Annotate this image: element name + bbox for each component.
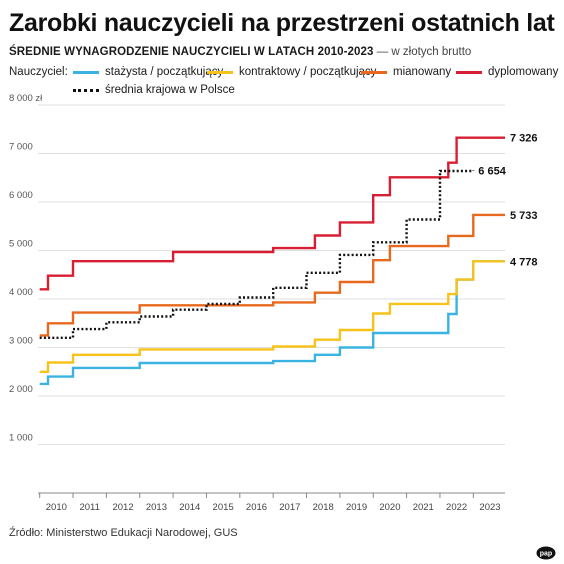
legend-item-mianowany: mianowany	[361, 66, 451, 78]
x-tick-label: 2010	[46, 502, 67, 513]
legend-swatch	[73, 70, 99, 74]
subtitle-unit: — w złotych brutto	[373, 46, 472, 58]
y-tick-label: 3 000	[9, 336, 33, 347]
subtitle-main: ŚREDNIE WYNAGRODZENIE NAUCZYCIELI W LATA…	[9, 46, 374, 58]
x-tick-label: 2018	[313, 502, 334, 513]
svg-text:pap: pap	[540, 551, 552, 558]
legend-swatch	[456, 70, 482, 74]
y-tick-label: 1 000	[9, 433, 33, 444]
y-tick-label: 8 000 zł	[9, 93, 43, 104]
legend-swatch	[73, 88, 99, 92]
legend-label: średnia krajowa w Polsce	[105, 84, 235, 96]
legend-label: mianowany	[393, 66, 452, 78]
y-tick-label: 4 000	[9, 287, 33, 298]
source-note: Źródło: Ministerstwo Edukacji Narodowej,…	[9, 527, 238, 539]
end-value-label: 7 326	[510, 133, 538, 145]
end-value-label: 5 733	[510, 210, 538, 222]
x-tick-label: 2013	[146, 502, 167, 513]
legend-swatch	[207, 70, 233, 74]
series-line	[39, 213, 505, 337]
legend-item-kontraktowy: kontraktowy / początkujący	[207, 66, 376, 78]
y-tick-label: 2 000	[9, 384, 33, 395]
chart-subtitle: ŚREDNIE WYNAGRODZENIE NAUCZYCIELI W LATA…	[9, 46, 471, 58]
x-tick-label: 2011	[79, 502, 99, 513]
series-line	[39, 136, 505, 291]
x-tick-label: 2014	[179, 502, 200, 513]
x-tick-label: 2017	[279, 502, 300, 513]
x-tick-label: 2016	[246, 502, 267, 513]
legend: Nauczyciel: stażysta / początkujący kont…	[9, 66, 558, 100]
end-value-label: 6 654	[478, 165, 506, 177]
legend-item-srednia-krajowa: średnia krajowa w Polsce	[73, 84, 235, 96]
x-tick-label: 2022	[446, 502, 467, 513]
legend-item-stazysta: stażysta / początkujący	[73, 66, 223, 78]
legend-label: stażysta / początkujący	[105, 66, 224, 78]
series-line	[39, 169, 475, 339]
x-tick-label: 2012	[112, 502, 133, 513]
x-tick-label: 2023	[479, 502, 500, 513]
series-line	[39, 260, 505, 386]
x-tick-label: 2019	[346, 502, 367, 513]
y-tick-label: 7 000	[9, 142, 33, 153]
x-tick-label: 2015	[213, 502, 234, 513]
legend-title: Nauczyciel:	[9, 66, 68, 78]
legend-label: kontraktowy / początkujący	[239, 66, 377, 78]
pap-logo: pap	[536, 546, 556, 560]
legend-swatch	[361, 70, 387, 74]
series-line	[39, 260, 505, 373]
y-tick-label: 5 000	[9, 239, 33, 250]
legend-item-dyplomowany: dyplomowany	[456, 66, 558, 78]
y-tick-label: 6 000	[9, 190, 33, 201]
x-tick-label: 2020	[379, 502, 400, 513]
legend-label: dyplomowany	[488, 66, 559, 78]
x-tick-label: 2021	[413, 502, 434, 513]
end-value-label: 4 778	[510, 256, 538, 268]
chart-title: Zarobki nauczycieli na przestrzeni ostat…	[9, 9, 555, 37]
